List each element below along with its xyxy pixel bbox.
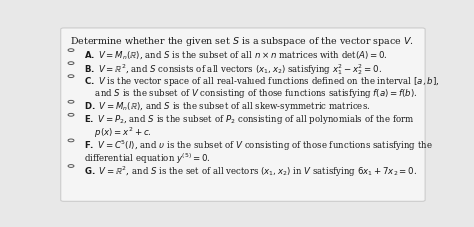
Text: $\mathbf{D.}$ $V = M_n(\mathbb{R})$, and $S$ is the subset of all skew-symmetric: $\mathbf{D.}$ $V = M_n(\mathbb{R})$, and… bbox=[84, 100, 371, 113]
Text: $\mathbf{B.}$ $V = \mathbb{R}^2$, and $S$ consists of all vectors $(x_1, x_2)$ s: $\mathbf{B.}$ $V = \mathbb{R}^2$, and $S… bbox=[84, 62, 382, 77]
Text: $\mathbf{F.}$ $V = C^5(I)$, and $\upsilon$ is the subset of $V$ consisting of th: $\mathbf{F.}$ $V = C^5(I)$, and $\upsilo… bbox=[84, 139, 433, 153]
Text: $p(x) = x^2 + c$.: $p(x) = x^2 + c$. bbox=[84, 126, 152, 140]
Circle shape bbox=[68, 75, 74, 78]
Text: $\mathbf{E.}$ $V = P_2$, and $S$ is the subset of $P_2$ consisting of all polyno: $\mathbf{E.}$ $V = P_2$, and $S$ is the … bbox=[84, 114, 415, 126]
Circle shape bbox=[68, 139, 74, 142]
Text: $\mathbf{C.}$ $V$ is the vector space of all real-valued functions defined on th: $\mathbf{C.}$ $V$ is the vector space of… bbox=[84, 75, 439, 88]
Circle shape bbox=[68, 165, 74, 167]
Text: $\mathbf{G.}$ $V = \mathbb{R}^2$, and $S$ is the set of all vectors $(x_1, x_2)$: $\mathbf{G.}$ $V = \mathbb{R}^2$, and $S… bbox=[84, 165, 417, 179]
Text: and $S$ is the subset of $V$ consisting of those functions satisfying $f(a) = f(: and $S$ is the subset of $V$ consisting … bbox=[84, 87, 418, 100]
Circle shape bbox=[68, 49, 74, 52]
Circle shape bbox=[68, 114, 74, 116]
Text: differential equation $y^{(5)} = 0$.: differential equation $y^{(5)} = 0$. bbox=[84, 152, 211, 166]
Text: Determine whether the given set $S$ is a subspace of the vector space $V$.: Determine whether the given set $S$ is a… bbox=[70, 35, 414, 48]
Text: $\mathbf{A.}$ $V = M_n(\mathbb{R})$, and $S$ is the subset of all $n \times n$ m: $\mathbf{A.}$ $V = M_n(\mathbb{R})$, and… bbox=[84, 49, 388, 61]
FancyBboxPatch shape bbox=[61, 28, 425, 201]
Circle shape bbox=[68, 62, 74, 64]
Circle shape bbox=[68, 100, 74, 103]
